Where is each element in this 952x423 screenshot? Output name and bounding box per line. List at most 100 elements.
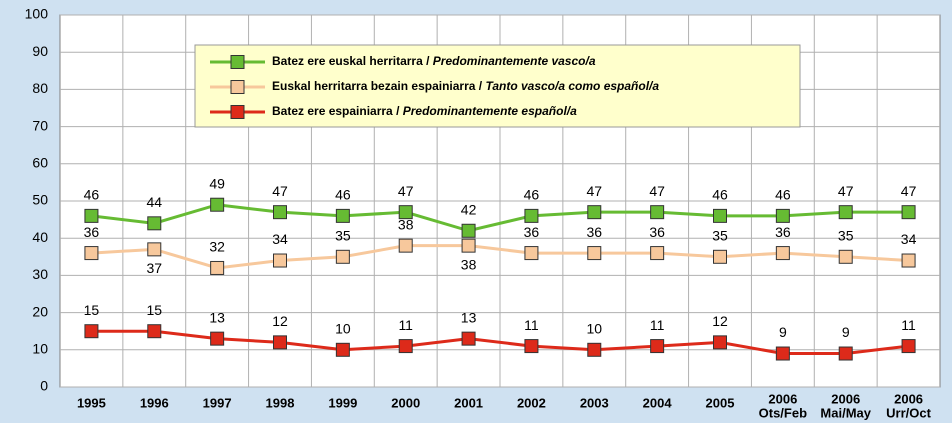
- data-label: 13: [209, 309, 225, 325]
- y-tick-label: 40: [32, 229, 48, 245]
- data-label: 34: [901, 231, 917, 247]
- data-label: 42: [461, 201, 477, 217]
- data-label: 46: [524, 187, 540, 203]
- legend-label-part: Tanto vasco/a como español/a: [485, 79, 659, 93]
- y-tick-label: 0: [40, 378, 48, 394]
- data-label: 49: [209, 175, 225, 191]
- data-label: 38: [398, 216, 414, 232]
- marker: [210, 331, 225, 346]
- x-tick-label: 2002: [517, 395, 546, 410]
- data-label: 38: [461, 256, 477, 272]
- data-label: 10: [335, 321, 351, 337]
- data-label: 11: [398, 317, 413, 333]
- data-label: 12: [272, 313, 288, 329]
- marker: [713, 249, 727, 264]
- marker: [650, 246, 665, 261]
- legend-label-part: Euskal herritarra bezain espainiarra /: [272, 79, 485, 93]
- marker: [713, 208, 727, 223]
- legend-label: Euskal herritarra bezain espainiarra / T…: [272, 79, 659, 93]
- marker: [587, 342, 602, 357]
- legend-label-part: Batez ere euskal herritarra /: [272, 54, 433, 68]
- data-label: 34: [272, 231, 288, 247]
- marker: [901, 339, 916, 354]
- y-tick-label: 70: [32, 117, 48, 133]
- marker: [838, 249, 853, 264]
- marker: [775, 208, 790, 223]
- data-label: 47: [838, 183, 854, 199]
- data-label: 36: [775, 224, 791, 240]
- x-tick-label: 2003: [580, 395, 609, 410]
- x-tick-label: 2004: [643, 395, 673, 410]
- x-tick-label: Urr/Oct: [886, 405, 931, 420]
- marker: [838, 346, 853, 361]
- data-label: 46: [775, 187, 791, 203]
- data-label: 46: [84, 187, 100, 203]
- y-tick-label: 60: [32, 155, 48, 171]
- marker: [210, 197, 225, 212]
- legend-label: Batez ere espainiarra / Predominantement…: [272, 104, 577, 118]
- data-label: 11: [901, 317, 916, 333]
- data-label: 47: [649, 183, 665, 199]
- marker: [273, 205, 287, 220]
- y-tick-label: 100: [25, 6, 49, 22]
- marker: [398, 339, 413, 354]
- marker: [398, 238, 413, 253]
- y-tick-label: 50: [32, 192, 48, 208]
- data-label: 46: [335, 187, 351, 203]
- data-label: 37: [146, 260, 162, 276]
- data-label: 32: [209, 239, 225, 255]
- x-tick-label: 1998: [266, 395, 295, 410]
- marker: [524, 339, 539, 354]
- x-tick-label: 1996: [140, 395, 169, 410]
- x-tick-label: 2006: [768, 391, 797, 406]
- x-tick-label: Ots/Feb: [759, 405, 807, 420]
- data-label: 36: [649, 224, 665, 240]
- legend-label: Batez ere euskal herritarra / Predominan…: [272, 54, 596, 68]
- y-tick-label: 20: [32, 303, 48, 319]
- x-tick-label: 1999: [328, 395, 357, 410]
- marker: [524, 246, 539, 261]
- marker: [587, 205, 602, 220]
- x-tick-label: 1997: [203, 395, 232, 410]
- x-tick-label: 2006: [894, 391, 923, 406]
- legend-marker: [230, 80, 245, 94]
- data-label: 35: [712, 228, 728, 244]
- marker: [335, 208, 350, 223]
- y-tick-label: 30: [32, 266, 48, 282]
- x-tick-label: 1995: [77, 395, 106, 410]
- data-label: 9: [779, 324, 787, 340]
- data-label: 47: [272, 183, 288, 199]
- legend-label-part: Predominantemente español/a: [403, 104, 577, 118]
- x-tick-label: 2006: [831, 391, 860, 406]
- data-label: 36: [524, 224, 540, 240]
- marker: [273, 335, 287, 350]
- data-label: 47: [586, 183, 602, 199]
- data-label: 10: [586, 321, 602, 337]
- marker: [335, 249, 350, 264]
- x-tick-label: 2000: [391, 395, 420, 410]
- data-label: 15: [84, 302, 100, 318]
- marker: [838, 205, 853, 220]
- data-label: 15: [146, 302, 162, 318]
- marker: [273, 253, 287, 268]
- legend-marker: [230, 105, 245, 119]
- data-label: 44: [146, 194, 162, 210]
- marker: [84, 208, 99, 223]
- series-line: [91, 203, 909, 233]
- x-tick-label: Mai/May: [820, 405, 871, 420]
- marker: [524, 208, 539, 223]
- marker: [775, 246, 790, 261]
- data-label: 12: [712, 313, 728, 329]
- legend-label-part: Batez ere espainiarra /: [272, 104, 403, 118]
- marker: [147, 242, 162, 257]
- series-line: [91, 244, 909, 270]
- y-tick-label: 90: [32, 43, 48, 59]
- marker: [335, 342, 350, 357]
- y-tick-label: 10: [32, 341, 48, 357]
- marker: [901, 205, 916, 220]
- marker: [650, 205, 665, 220]
- data-label: 11: [650, 317, 665, 333]
- marker: [587, 246, 602, 261]
- data-label: 9: [842, 324, 850, 340]
